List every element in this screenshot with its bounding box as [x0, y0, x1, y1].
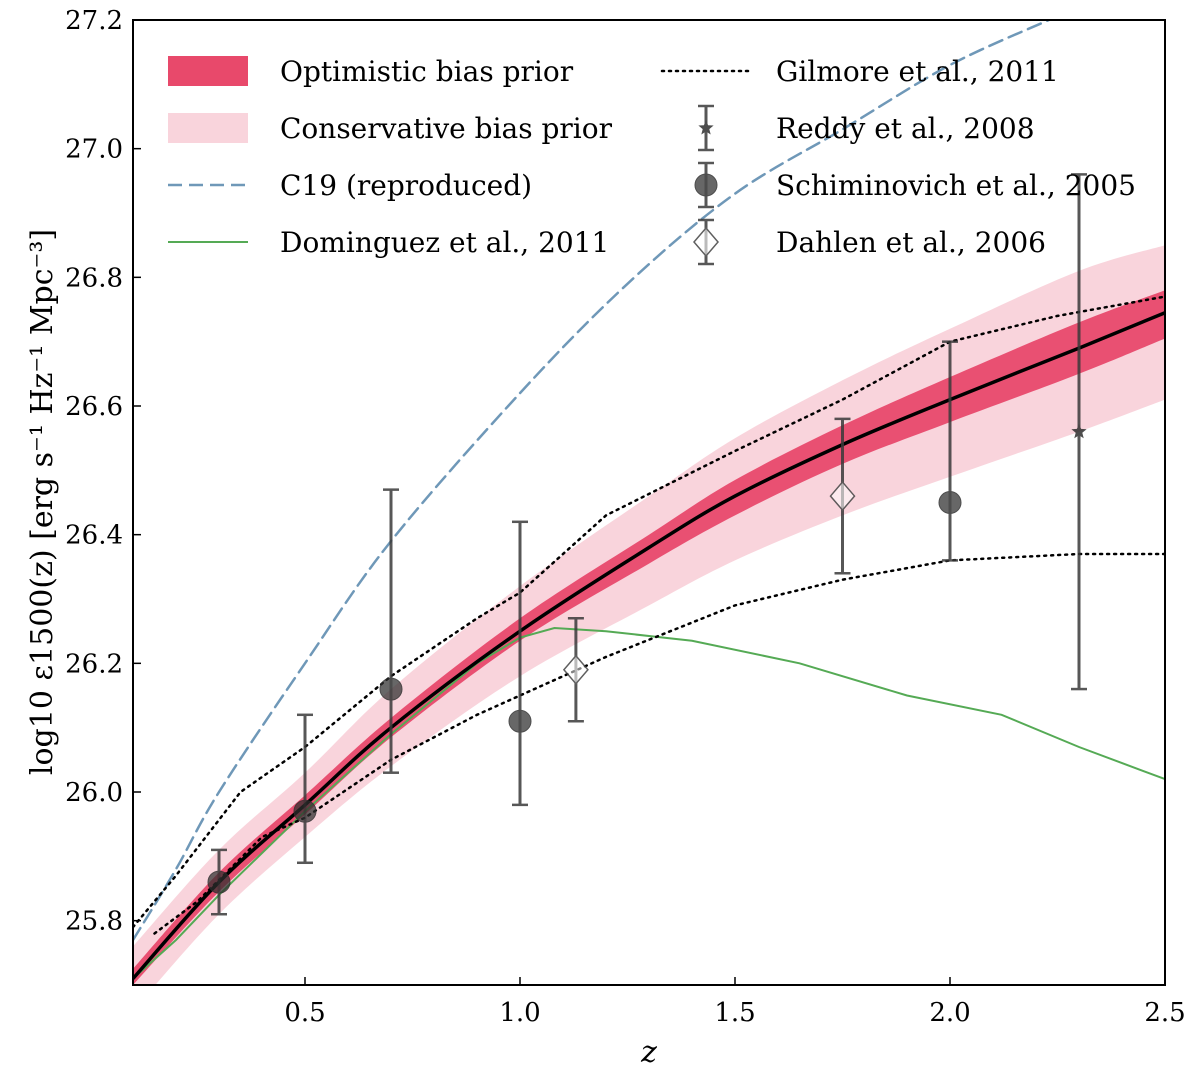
data-point-1 [207, 848, 231, 916]
star-marker [1071, 423, 1087, 439]
data-point-4 [508, 520, 532, 807]
x-tick-label: 2.0 [929, 998, 970, 1028]
data-point-3 [379, 488, 403, 774]
y-axis-label: log10 ε1500(z) [erg s⁻¹ Hz⁻¹ Mpc⁻³] [25, 229, 60, 775]
legend-handle [698, 104, 714, 152]
plot-frame [132, 19, 1166, 986]
y-tick-label: 26.6 [65, 392, 123, 422]
legend-item-2: Conservative bias prior [168, 112, 613, 145]
x-tick-label: 1.0 [499, 998, 540, 1028]
legend-label: Gilmore et al., 2011 [776, 55, 1059, 88]
data-point-8 [1071, 173, 1087, 691]
axis-ticks: 0.5 1.0 1.5 2.0 2.5 25.8 26.0 26.2 26.4 26.6 26.8 2… [65, 6, 1186, 1028]
legend-label: Conservative bias prior [280, 112, 613, 145]
circle-marker [508, 709, 532, 733]
circle-marker [379, 677, 403, 701]
legend-item-4: Dominguez et al., 2011 [168, 226, 609, 259]
data-point-6 [562, 617, 589, 723]
data-points [207, 173, 1087, 916]
circle-marker [293, 799, 317, 823]
c19-curve [133, 20, 1051, 942]
data-point-2 [293, 713, 317, 865]
dominguez-curve [133, 626, 1165, 980]
circle-marker [938, 491, 962, 514]
legend-item-1: Optimistic bias prior [168, 55, 574, 88]
legend-diamond-marker [693, 226, 719, 258]
legend-star-marker [698, 120, 714, 135]
legend-label: Reddy et al., 2008 [776, 112, 1035, 145]
legend-handle [694, 161, 718, 209]
legend-handle [168, 113, 248, 143]
diamond-marker [562, 654, 589, 685]
data-point-7 [829, 417, 856, 575]
diamond-marker [829, 480, 856, 512]
optimistic-prior-band [133, 290, 1165, 985]
y-tick-label: 25.8 [65, 907, 123, 937]
legend-item-3: C19 (reproduced) [168, 169, 532, 202]
y-tick-label: 26.2 [65, 649, 123, 679]
legend-label: Schiminovich et al., 2005 [776, 169, 1136, 202]
y-tick-label: 26.4 [65, 521, 123, 551]
best-fit-curve [133, 311, 1165, 980]
prior-bands [133, 245, 1165, 985]
legend-circle-marker [694, 173, 718, 197]
y-tick-label: 26.0 [65, 778, 123, 808]
x-axis-label: z [640, 1035, 657, 1070]
legend-label: C19 (reproduced) [280, 169, 532, 202]
x-tick-label: 2.5 [1144, 998, 1185, 1028]
legend-item-8: Dahlen et al., 2006 [693, 218, 1046, 266]
legend: Optimistic bias prior Conservative bias p… [168, 55, 1136, 266]
circle-marker [207, 870, 231, 894]
legend-item-6: Reddy et al., 2008 [698, 104, 1035, 152]
legend-label: Dahlen et al., 2006 [776, 226, 1046, 259]
gilmore-lower-curve [153, 552, 1165, 935]
y-tick-label: 26.8 [65, 263, 123, 293]
legend-label: Dominguez et al., 2011 [280, 226, 609, 259]
legend-handle [168, 56, 248, 86]
x-tick-label: 1.5 [714, 998, 755, 1028]
legend-item-7: Schiminovich et al., 2005 [694, 161, 1136, 209]
y-tick-label: 27.2 [65, 6, 123, 36]
x-tick-label: 0.5 [284, 998, 325, 1028]
y-tick-label: 27.0 [65, 135, 123, 165]
data-point-5 [938, 340, 962, 562]
legend-item-5: Gilmore et al., 2011 [660, 55, 1059, 88]
legend-label: Optimistic bias prior [280, 55, 574, 88]
legend-handle [693, 218, 719, 266]
